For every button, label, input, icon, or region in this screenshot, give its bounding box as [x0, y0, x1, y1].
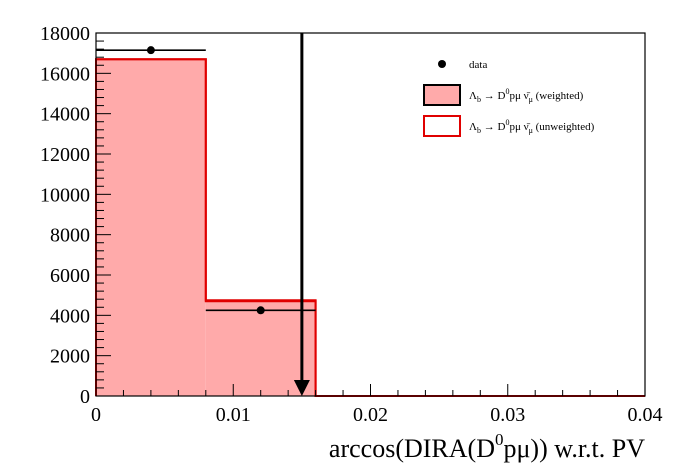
legend-weighted-swatch [423, 84, 461, 106]
legend-unweighted-swatch [423, 115, 461, 137]
x-tick-label: 0.02 [353, 404, 388, 426]
x-tick-label: 0.04 [628, 404, 663, 426]
y-tick-label: 8000 [50, 225, 90, 247]
x-tick-label: 0.01 [216, 404, 251, 426]
data-point [256, 306, 265, 315]
legend-label-weighted: Λb → D0pμ ν̄μ (weighted) [469, 87, 584, 104]
y-tick-label: 12000 [40, 144, 90, 166]
y-tick-label: 18000 [40, 23, 90, 45]
weighted-bar [96, 59, 206, 396]
data-points-layer [96, 46, 316, 315]
cut-line-layer [293, 33, 310, 396]
legend: data Λb → D0pμ ν̄μ (weighted) Λb → D0pμ ν̄… [423, 59, 595, 137]
y-tick-label: 2000 [50, 346, 90, 368]
legend-label-unweighted: Λb → D0pμ ν̄μ (unweighted) [469, 118, 595, 135]
y-tick-label: 0 [80, 386, 90, 408]
data-point [146, 46, 155, 55]
legend-label-data: data [469, 59, 487, 71]
y-tick-label: 14000 [40, 104, 90, 126]
y-tick-label: 16000 [40, 63, 90, 85]
y-tick-label: 10000 [40, 184, 90, 206]
cut-arrowhead [293, 380, 310, 396]
histogram-layer [95, 58, 645, 397]
y-tick-label: 4000 [50, 305, 90, 327]
y-tick-label: 6000 [50, 265, 90, 287]
axes-layer: 0 2000 4000 6000 8000 10000 12000 14000 16000 180… [40, 23, 663, 426]
legend-data-marker [438, 60, 446, 68]
x-tick-label: 0.03 [490, 404, 525, 426]
x-tick-label: 0 [91, 404, 101, 426]
x-axis-title: arccos(DIRA(D0pμ)) w.r.t. PV [329, 430, 645, 463]
